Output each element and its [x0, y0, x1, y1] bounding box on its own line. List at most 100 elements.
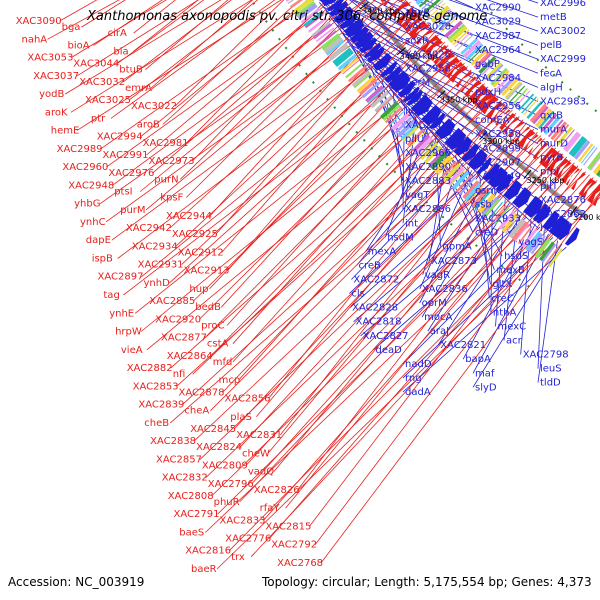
- forward-gene-arrow: [374, 55, 392, 71]
- reverse-gene-arrow: [401, 12, 420, 30]
- label-leader-line: [381, 79, 404, 182]
- forward-gene-label: murA: [540, 125, 567, 136]
- forward-gene-label: pelB: [540, 40, 562, 51]
- reverse-feature-block: [580, 145, 596, 164]
- reverse-feature-block: [535, 108, 553, 128]
- reverse-gene-label: XAC3025: [85, 95, 131, 106]
- reverse-gene-label: btuB: [119, 65, 143, 76]
- label-leader-line: [285, 159, 571, 509]
- reverse-gene-label: XAC3044: [73, 59, 119, 70]
- reverse-gene-label: mcp: [219, 375, 241, 386]
- reverse-gene-label: cheA: [184, 406, 209, 417]
- reverse-gene-label: aroB: [137, 120, 160, 131]
- reverse-feature-block: [490, 67, 509, 86]
- reverse-feature-block: [540, 113, 558, 132]
- forward-gene-label: osmC: [475, 186, 503, 197]
- forward-gene-label: pyrB: [540, 153, 563, 164]
- forward-feature-block: [449, 169, 466, 187]
- forward-gene-label: soxR: [405, 36, 429, 47]
- label-leader-line: [495, 199, 506, 327]
- forward-gene-arrow: [392, 74, 411, 93]
- reverse-gene-arrow: [587, 184, 600, 204]
- reverse-feature-block: [426, 0, 444, 16]
- reverse-feature-block: [423, 0, 442, 14]
- reverse-gene-label: XAC2832: [162, 473, 208, 484]
- reverse-feature-block: [481, 58, 498, 76]
- forward-gene-label: slyD: [475, 382, 497, 393]
- reverse-gene-label: XAC2877: [161, 333, 207, 344]
- reverse-gene-label: XAC2960: [62, 162, 108, 173]
- label-leader-line: [263, 165, 579, 521]
- forward-gene-label: XAC3029: [475, 17, 521, 28]
- forward-feature-block: [285, 0, 290, 2]
- label-leader-line: [210, 109, 513, 411]
- label-leader-line: [111, 12, 420, 241]
- forward-gene-label: murD: [540, 139, 568, 150]
- reverse-gene-label: XAC2976: [108, 168, 154, 179]
- reverse-gene-arrow: [546, 153, 565, 173]
- forward-feature-block: [474, 191, 491, 210]
- axis-tick-label: 3250 kbp: [527, 176, 565, 185]
- label-leader-line: [170, 86, 489, 369]
- forward-gene-label: hsdR: [540, 223, 565, 234]
- label-leader-line: [251, 147, 556, 485]
- forward-gene-label: algH: [540, 82, 563, 93]
- reverse-gene-label: yhbG: [74, 199, 100, 210]
- reverse-gene-label: hup: [189, 284, 208, 295]
- reverse-gene-label: XAC2816: [185, 546, 231, 557]
- forward-feature-block: [318, 30, 337, 46]
- forward-feature-block: [481, 196, 500, 217]
- axis-tick-label: 3400 kbp: [400, 52, 438, 61]
- forward-gene-arrow: [471, 152, 488, 170]
- forward-feature-block: [375, 97, 393, 113]
- label-leader-line: [448, 0, 539, 32]
- forward-gene-arrow: [444, 127, 463, 147]
- reverse-gene-label: XAC2791: [174, 509, 220, 520]
- reverse-gene-label: XAC3032: [79, 77, 125, 88]
- label-leader-line: [47, 0, 120, 40]
- label-leader-line: [174, 0, 285, 107]
- reverse-feature-block: [543, 115, 561, 135]
- reverse-gene-label: XAC3053: [27, 53, 73, 64]
- axis-tick: [359, 2, 369, 10]
- forward-feature-block: [303, 11, 324, 28]
- reverse-gene-label: ispB: [92, 254, 113, 265]
- forward-gene-label: maf: [475, 368, 495, 379]
- forward-feature-block: [471, 188, 489, 207]
- reverse-gene-arrow: [388, 0, 405, 13]
- forward-feature-block: [351, 70, 372, 88]
- forward-feature-block: [345, 62, 364, 79]
- reverse-gene-arrow: [415, 29, 434, 45]
- reverse-gene-arrow: [380, 0, 385, 3]
- reverse-gene-arrow: [383, 0, 390, 7]
- reverse-gene-arrow: [430, 45, 448, 62]
- forward-gene-label: tldD: [540, 378, 561, 389]
- forward-gene-label: creD: [475, 228, 499, 239]
- forward-feature-block: [467, 185, 484, 203]
- reverse-gene-arrow: [527, 137, 543, 155]
- reverse-gene-arrow: [420, 34, 440, 53]
- forward-feature-block: [361, 81, 381, 99]
- forward-feature-block: [548, 248, 563, 268]
- forward-feature-block: [464, 182, 482, 202]
- label-leader-line: [133, 0, 176, 34]
- reverse-gene-label: XAC2853: [133, 381, 179, 392]
- reverse-gene-label: XAC2776: [225, 534, 271, 545]
- forward-gene-label: XAC2964: [475, 45, 521, 56]
- forward-gene-label: yagT: [405, 190, 430, 201]
- forward-feature-block: [459, 177, 476, 196]
- reverse-gene-label: nahA: [22, 34, 48, 45]
- reverse-feature-block: [468, 46, 486, 63]
- forward-gene-arrow: [491, 169, 508, 188]
- reverse-gene-arrow: [396, 7, 416, 25]
- reverse-gene-label: XAC2920: [155, 314, 201, 325]
- reverse-gene-label: cheB: [144, 418, 169, 429]
- forward-gene-arrow: [354, 31, 374, 49]
- reverse-feature-block: [465, 43, 484, 61]
- reverse-gene-label: proC: [201, 320, 224, 331]
- forward-feature-block: [483, 198, 500, 218]
- forward-feature-block: [538, 241, 555, 262]
- reverse-gene-arrow: [503, 116, 520, 134]
- forward-feature-block: [297, 3, 318, 20]
